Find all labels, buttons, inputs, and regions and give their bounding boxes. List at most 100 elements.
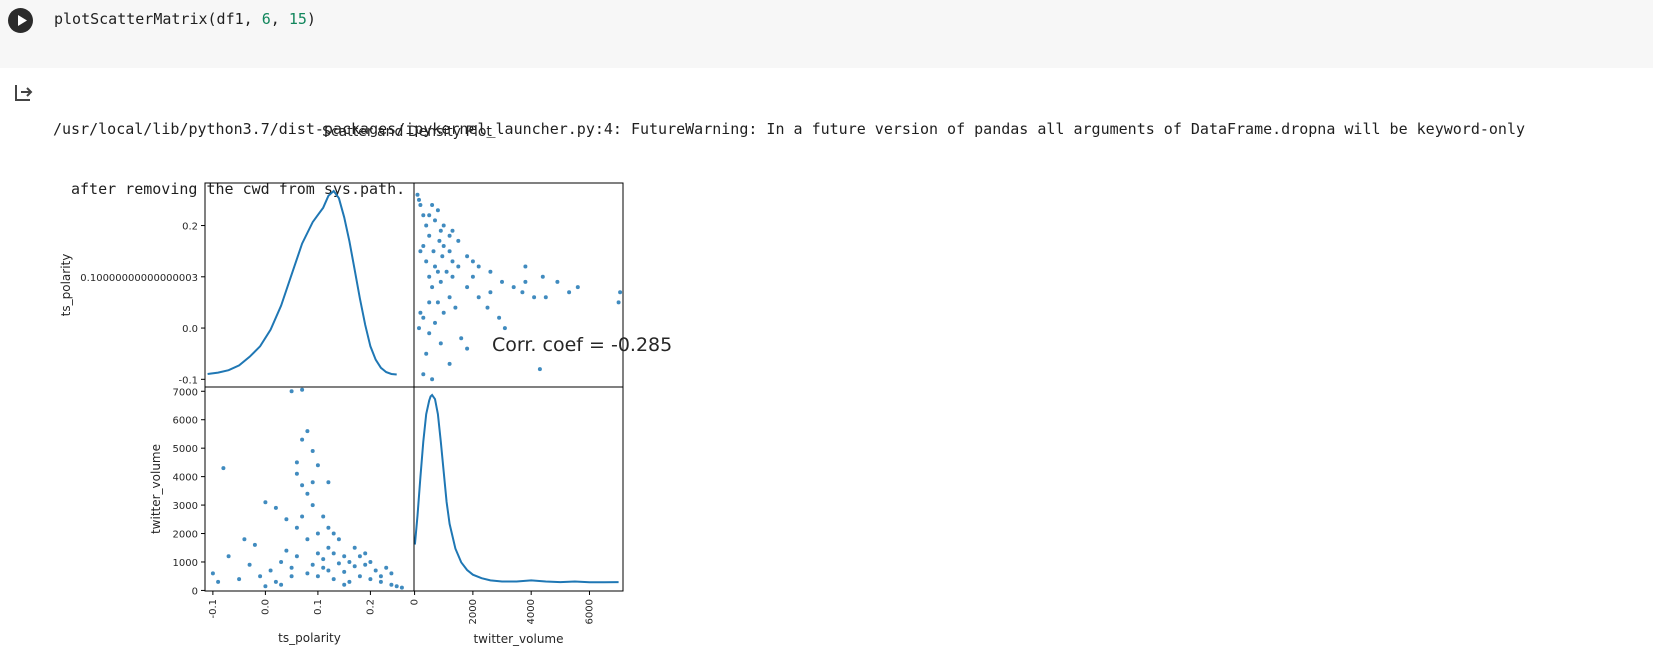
scatter-point (476, 295, 481, 300)
scatter-point (399, 585, 404, 590)
scatter-point (427, 233, 432, 238)
scatter-point (450, 274, 455, 279)
scatter-point (284, 517, 289, 522)
scatter-point (342, 569, 347, 574)
density-line-twitter-volume (413, 393, 619, 584)
scatter-point (424, 223, 429, 228)
warning-line-2: after removing the cwd from sys.path. (71, 180, 406, 198)
scatter-point (618, 290, 623, 295)
scatter-point (326, 480, 331, 485)
scatter-point (435, 269, 440, 274)
scatter-point (502, 326, 507, 331)
scatter-point (394, 584, 399, 589)
scatter-point (417, 326, 421, 331)
scatter-point (447, 361, 452, 366)
scatter-point (378, 579, 383, 584)
scatter-point (459, 336, 464, 341)
scatter-point (294, 471, 299, 476)
scatter-point (476, 264, 481, 269)
scatter-point (305, 537, 310, 542)
scatter-point (289, 574, 294, 579)
tick-label: 5000 (173, 444, 198, 455)
scatter-point (488, 290, 493, 295)
scatter-point (438, 341, 443, 346)
scatter-point (437, 238, 442, 243)
scatter-point (427, 274, 432, 279)
scatter-point (389, 571, 394, 576)
scatter-point (321, 557, 326, 562)
panel-ts-polarity-density (204, 182, 415, 388)
scatter-point (441, 310, 446, 315)
scatter-point (427, 331, 432, 336)
scatter-point (488, 269, 493, 274)
scatter-point (450, 259, 455, 264)
scatter-point (511, 285, 516, 290)
scatter-point (433, 264, 437, 269)
scatter-point (300, 514, 305, 519)
scatter-point (500, 279, 504, 284)
scatter-point (216, 579, 221, 584)
code-line[interactable]: plotScatterMatrix(df1, 6, 15) (54, 10, 316, 28)
x-axis-label-twitter-volume: twitter_volume (473, 632, 563, 646)
scatter-point (363, 562, 368, 567)
tick-label: 0.10000000000000003 (80, 273, 198, 284)
scatter-point (430, 285, 435, 290)
tick-label: 0.0 (182, 324, 198, 335)
scatter-point (315, 531, 320, 536)
scatter-point (352, 564, 357, 569)
scatter-point (373, 568, 378, 573)
scatter-point (315, 574, 320, 579)
scatter-point (440, 254, 445, 259)
scatter-point (279, 560, 284, 564)
scatter-point (247, 562, 252, 567)
scatter-point (438, 228, 443, 233)
scatter-point (279, 582, 284, 587)
scatter-point (305, 491, 310, 496)
scatter-point (336, 561, 341, 566)
scatter-point (242, 537, 247, 542)
scatter-point (435, 300, 440, 305)
scatter-point (497, 315, 502, 320)
panel-ts-vs-volume (413, 182, 624, 388)
scatter-point (294, 460, 299, 465)
scatter-point (575, 285, 580, 290)
scatter-point (284, 548, 289, 553)
scatter-point (537, 367, 542, 372)
tick-label: 0.2 (365, 599, 376, 615)
scatter-point (342, 582, 347, 587)
scatter-point (336, 537, 341, 542)
scatter-point (210, 571, 215, 576)
code-cell[interactable]: plotScatterMatrix(df1, 6, 15) (0, 0, 1653, 68)
scatter-point (453, 305, 458, 310)
scatter-point (555, 279, 560, 284)
y-axis-label-ts-polarity: ts_polarity (59, 254, 73, 317)
scatter-point (421, 213, 426, 218)
scatter-point (263, 500, 268, 505)
scatter-point (532, 295, 537, 300)
y-axis-label-twitter-volume: twitter_volume (149, 444, 163, 534)
code-sep: , (270, 10, 289, 28)
tick-label: 4000 (173, 473, 198, 484)
scatter-point (389, 582, 394, 587)
scatter-point (421, 244, 426, 248)
scatter-point (447, 233, 452, 238)
scatter-points-top-right (415, 192, 623, 382)
scatter-points-bottom-left (210, 387, 404, 590)
scatter-point (418, 310, 423, 315)
tick-label: 0 (192, 586, 198, 597)
scatter-point (540, 274, 545, 279)
scatter-point (305, 429, 310, 434)
scatter-point (315, 463, 320, 468)
scatter-point (310, 449, 315, 453)
output-arrow-icon[interactable] (13, 81, 35, 103)
scatter-point (258, 574, 263, 579)
scatter-point (300, 483, 305, 488)
scatter-point (418, 203, 423, 207)
scatter-point (331, 531, 336, 536)
scatter-point (252, 542, 257, 547)
tick-label: 2000 (173, 530, 198, 541)
scatter-point (523, 264, 528, 269)
scatter-point (315, 551, 320, 556)
run-cell-button[interactable] (8, 8, 33, 33)
scatter-point (363, 551, 368, 556)
